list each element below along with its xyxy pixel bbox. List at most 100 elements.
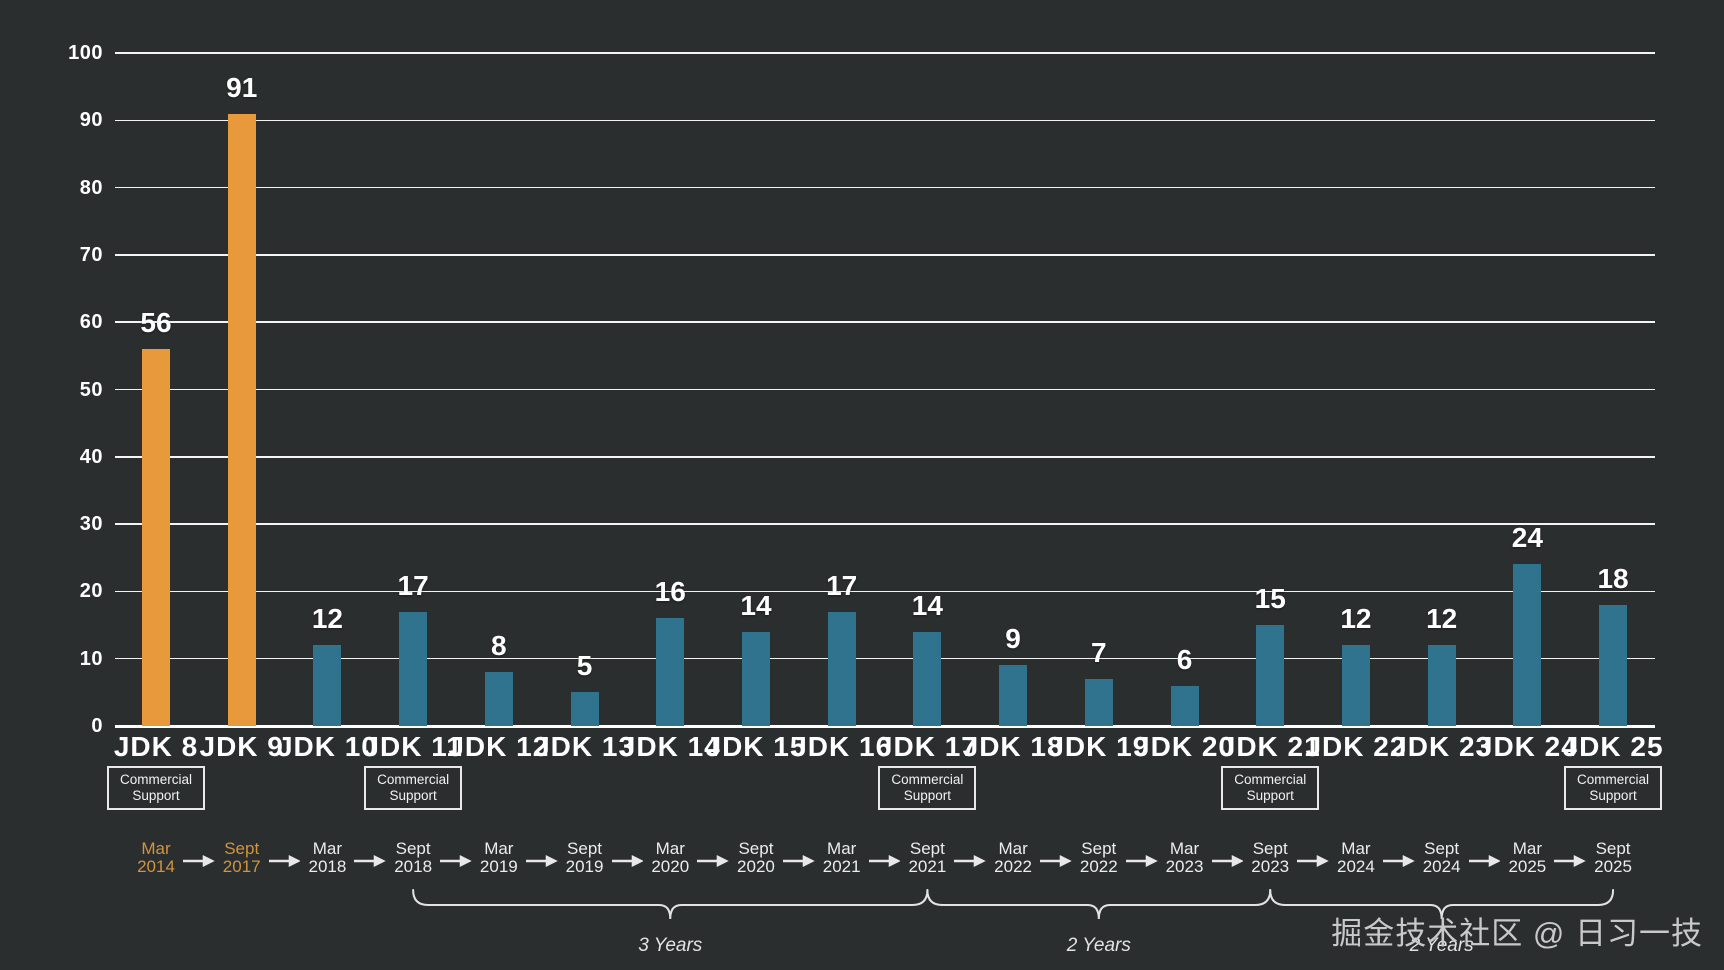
y-axis-tick-label: 30 (79, 513, 103, 536)
timeline-year: 2021 (908, 857, 947, 876)
commercial-support-badge: Commercial Support (364, 766, 463, 810)
bar-value-label: 17 (826, 569, 858, 601)
timeline-arrow-icon (611, 855, 644, 867)
timeline-date: Mar 2019 (454, 840, 544, 875)
bar-value-label: 91 (226, 71, 258, 103)
bar-value-label: 24 (1511, 522, 1543, 554)
timeline-year: 2017 (222, 857, 261, 876)
x-axis-tick-label: JDK 12 (448, 731, 550, 762)
y-axis-tick-label: 100 (68, 42, 103, 64)
y-axis-tick-label: 70 (79, 243, 103, 266)
bar-jdk-11 (399, 611, 428, 726)
bar-value-label: 12 (311, 603, 343, 635)
timeline-date: Sept 2025 (1568, 840, 1658, 875)
timeline-year: 2014 (137, 857, 175, 876)
timeline-month: Sept (395, 839, 431, 858)
timeline-date: Mar 2021 (797, 840, 887, 875)
x-axis-tick-label: JDK 14 (619, 731, 721, 762)
commercial-support-badge: Commercial Support (1564, 766, 1663, 810)
timeline-month: Mar (1512, 839, 1542, 858)
y-axis-tick-label: 10 (79, 647, 103, 670)
gridline-10 (115, 657, 1655, 660)
x-axis-tick-label: JDK 13 (534, 731, 636, 762)
timeline-month: Sept (1595, 839, 1631, 858)
x-axis-tick-label: JDK 22 (1305, 731, 1407, 762)
year-gap-label: 3 Years (638, 935, 703, 956)
timeline-arrow-icon (1125, 855, 1158, 867)
bar-value-label: 12 (1426, 603, 1458, 635)
x-axis-tick-label: JDK 21 (1219, 731, 1321, 762)
timeline-date: Sept 2020 (711, 840, 801, 875)
bar-jdk-14 (656, 618, 685, 726)
timeline-year: 2023 (1165, 857, 1204, 876)
timeline-arrow-icon (268, 855, 301, 867)
timeline-arrow-icon (525, 855, 558, 867)
timeline-arrow-icon (1554, 855, 1587, 867)
bar-value-label: 14 (740, 589, 772, 621)
commercial-support-badge: Commercial Support (107, 766, 205, 810)
x-axis-tick-label: JDK 20 (1134, 731, 1235, 762)
bar-jdk-8 (142, 349, 170, 726)
bar-value-label: 6 (1176, 643, 1193, 675)
bar-jdk-13 (570, 692, 599, 726)
gridline-20 (115, 590, 1655, 593)
x-axis-line (115, 725, 1655, 728)
commercial-support-badge: Commercial Support (878, 766, 977, 810)
timeline-arrow-icon (1382, 855, 1415, 867)
timeline-year: 2019 (479, 857, 518, 876)
timeline-arrow-icon (782, 855, 815, 867)
timeline-year: 2025 (1508, 857, 1547, 876)
bar-value-label: 16 (654, 576, 686, 608)
timeline-month: Mar (998, 839, 1028, 858)
timeline-date: Sept 2024 (1397, 840, 1487, 875)
bar-value-label: 5 (576, 650, 593, 682)
bar-value-label: 15 (1254, 583, 1286, 615)
timeline-year: 2020 (651, 857, 690, 876)
timeline-arrow-icon (354, 855, 387, 867)
bar-jdk-12 (484, 672, 513, 726)
bar-jdk-24 (1513, 564, 1542, 726)
timeline-date: Mar 2020 (625, 840, 715, 875)
bar-value-label: 12 (1340, 603, 1372, 635)
x-axis-tick-label: JDK 15 (705, 731, 807, 762)
timeline-date: Sept 2019 (540, 840, 630, 875)
bar-value-label: 14 (911, 589, 943, 621)
x-axis-tick-label: JDK 23 (1391, 731, 1493, 762)
timeline-date: Sept 2021 (882, 840, 972, 875)
timeline-year: 2019 (565, 857, 604, 876)
y-axis-tick-label: 40 (79, 445, 103, 468)
gridline-30 (115, 523, 1655, 525)
timeline-month: Mar (1169, 839, 1200, 858)
y-axis-tick-label: 0 (91, 715, 103, 737)
gridline-50 (115, 388, 1655, 391)
bar-value-label: 18 (1597, 562, 1629, 594)
timeline-month: Mar (484, 839, 514, 858)
timeline-date: Sept 2018 (368, 840, 458, 875)
gridline-90 (115, 119, 1655, 122)
timeline-date: Mar 2022 (968, 840, 1058, 875)
bar-value-label: 17 (397, 569, 429, 601)
timeline-date: Sept 2017 (197, 840, 287, 875)
bar-jdk-18 (999, 665, 1028, 726)
timeline-year: 2020 (737, 857, 775, 876)
bar-value-label: 9 (1005, 623, 1021, 655)
timeline-date: Sept 2023 (1225, 840, 1315, 875)
timeline-date: Mar 2025 (1482, 840, 1572, 875)
timeline-month: Mar (827, 839, 857, 858)
timeline-date: Sept 2022 (1054, 840, 1144, 875)
gridline-100 (115, 52, 1655, 54)
x-axis-tick-label: JDK 18 (962, 731, 1064, 762)
timeline-year: 2021 (822, 857, 861, 876)
timeline-year: 2022 (1079, 857, 1118, 876)
bar-jdk-16 (827, 611, 856, 726)
timeline-date: Mar 2014 (111, 840, 201, 875)
gridline-70 (115, 254, 1655, 256)
bar-jdk-20 (1170, 685, 1199, 726)
timeline-month: Sept (567, 839, 603, 858)
bar-jdk-17 (913, 631, 942, 726)
timeline-month: Mar (141, 839, 171, 858)
gridline-40 (115, 456, 1655, 458)
timeline-month: Sept (1081, 839, 1117, 858)
timeline-arrow-icon (440, 855, 472, 867)
timeline-arrow-icon (1468, 855, 1501, 867)
